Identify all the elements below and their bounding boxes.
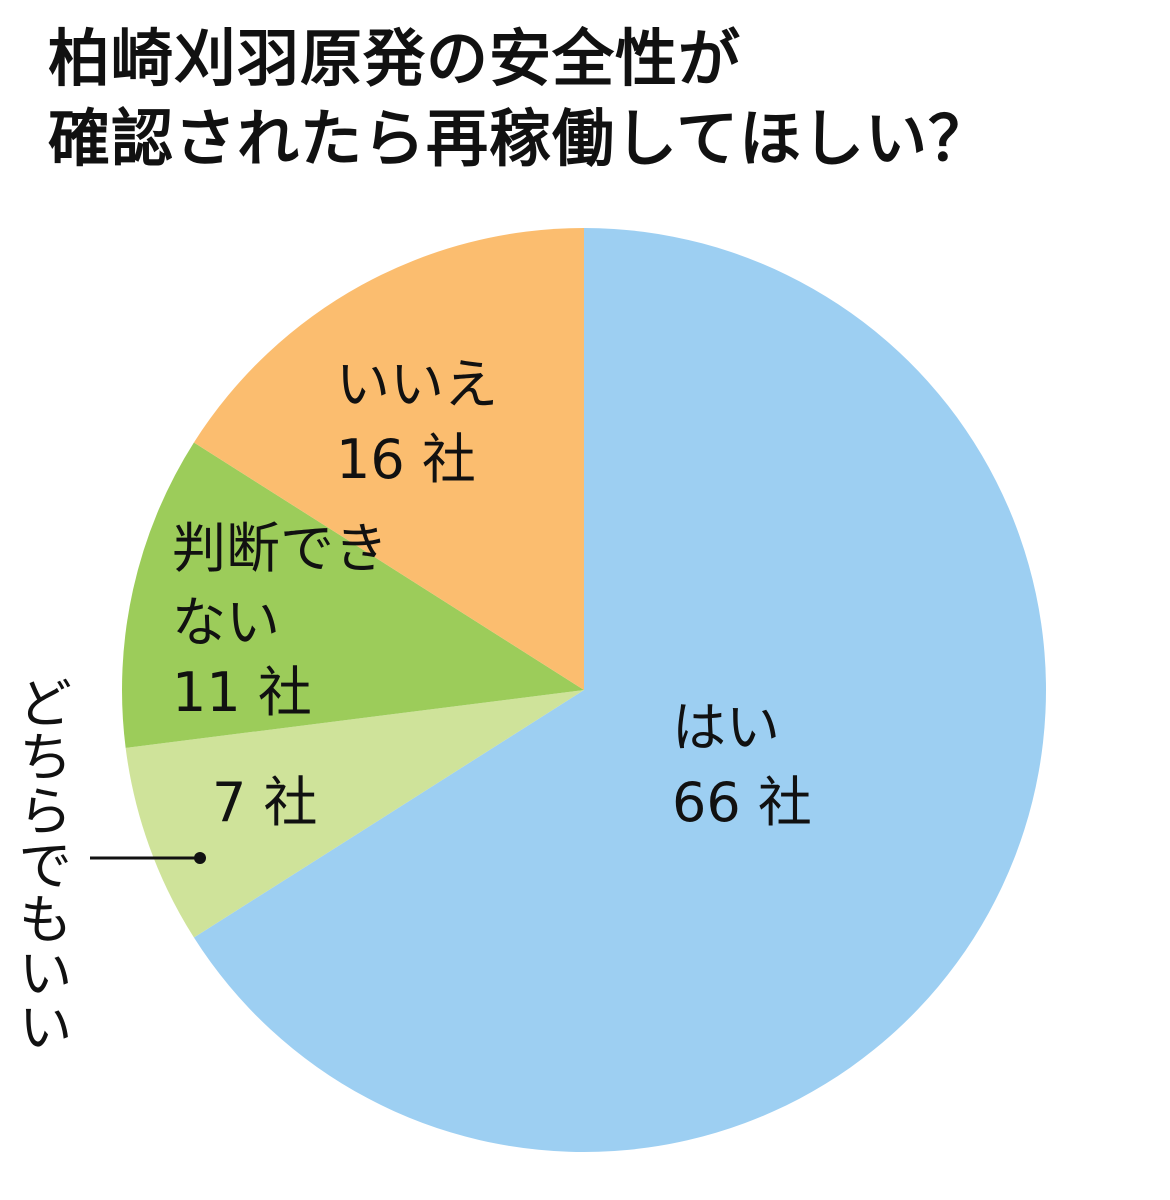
value-label: 66 社	[672, 771, 812, 834]
value-label: 16 社	[336, 428, 476, 491]
pie-slice	[193, 228, 1046, 1152]
value-label: 7 社	[212, 771, 318, 834]
leader-dot	[194, 852, 206, 864]
chart-title: 確認されたら再稼働してほしい？	[48, 102, 992, 175]
category-label: はい	[672, 696, 780, 759]
value-label: 11 社	[172, 661, 312, 724]
category-label: いいえ	[336, 353, 498, 416]
category-label: 判断できない	[172, 517, 388, 654]
pie-slice	[193, 227, 584, 690]
category-label: どちらでもいい	[9, 675, 72, 1053]
pie-slice	[122, 442, 585, 748]
pie-slice	[125, 690, 584, 938]
chart-title: 柏崎刈羽原発の安全性が	[48, 22, 742, 95]
